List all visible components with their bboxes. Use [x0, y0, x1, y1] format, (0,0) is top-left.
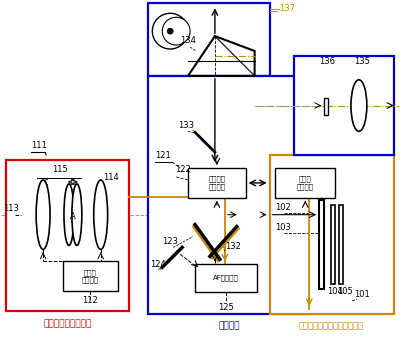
Text: 113: 113	[3, 204, 19, 213]
Text: 135: 135	[354, 57, 370, 66]
Text: 123: 123	[162, 237, 178, 246]
Bar	[188, 168, 246, 198]
Text: マイクロフォーサーズボディ: マイクロフォーサーズボディ	[299, 322, 364, 331]
Text: 102: 102	[276, 203, 291, 212]
Text: フォーサーズレンズ: フォーサーズレンズ	[43, 319, 92, 328]
Ellipse shape	[72, 184, 82, 245]
Text: 132: 132	[225, 243, 241, 251]
Bar	[331, 205, 335, 284]
Text: 133: 133	[178, 121, 194, 130]
Circle shape	[167, 28, 173, 34]
Text: 112: 112	[82, 296, 98, 305]
Text: 114: 114	[103, 173, 118, 182]
Bar	[270, 155, 394, 314]
Text: 121: 121	[155, 151, 171, 160]
Text: 125: 125	[218, 303, 234, 312]
Text: 101: 101	[354, 290, 370, 299]
Bar	[195, 264, 257, 292]
Text: A: A	[70, 212, 76, 221]
Bar	[324, 98, 328, 116]
Bar	[294, 56, 394, 155]
Bar	[148, 4, 270, 76]
Polygon shape	[188, 36, 255, 76]
Bar	[319, 200, 324, 289]
Ellipse shape	[94, 180, 108, 250]
Bar	[339, 205, 343, 284]
Text: 136: 136	[319, 57, 335, 66]
Bar	[63, 261, 118, 291]
Bar	[6, 160, 128, 311]
Text: 137: 137	[280, 4, 296, 13]
Circle shape	[152, 13, 188, 49]
Circle shape	[162, 17, 190, 45]
Text: 124: 124	[150, 260, 166, 269]
Ellipse shape	[64, 184, 74, 245]
Ellipse shape	[351, 80, 367, 131]
Text: 122: 122	[175, 165, 191, 174]
Text: 115: 115	[52, 165, 68, 174]
Text: 105: 105	[337, 287, 353, 296]
Text: レンズ
制御回路: レンズ 制御回路	[82, 269, 99, 283]
Text: 134: 134	[180, 36, 196, 45]
Text: 103: 103	[276, 223, 291, 232]
Text: カメラ
制御回路: カメラ 制御回路	[297, 176, 314, 190]
Bar	[148, 76, 309, 314]
Text: 104: 104	[327, 287, 343, 296]
Text: 111: 111	[31, 141, 47, 150]
Ellipse shape	[36, 180, 50, 250]
Bar	[276, 168, 335, 198]
Text: AFユニット: AFユニット	[213, 275, 239, 281]
Text: アダプタ
制御回路: アダプタ 制御回路	[208, 176, 225, 190]
Text: アダプタ: アダプタ	[218, 322, 240, 331]
